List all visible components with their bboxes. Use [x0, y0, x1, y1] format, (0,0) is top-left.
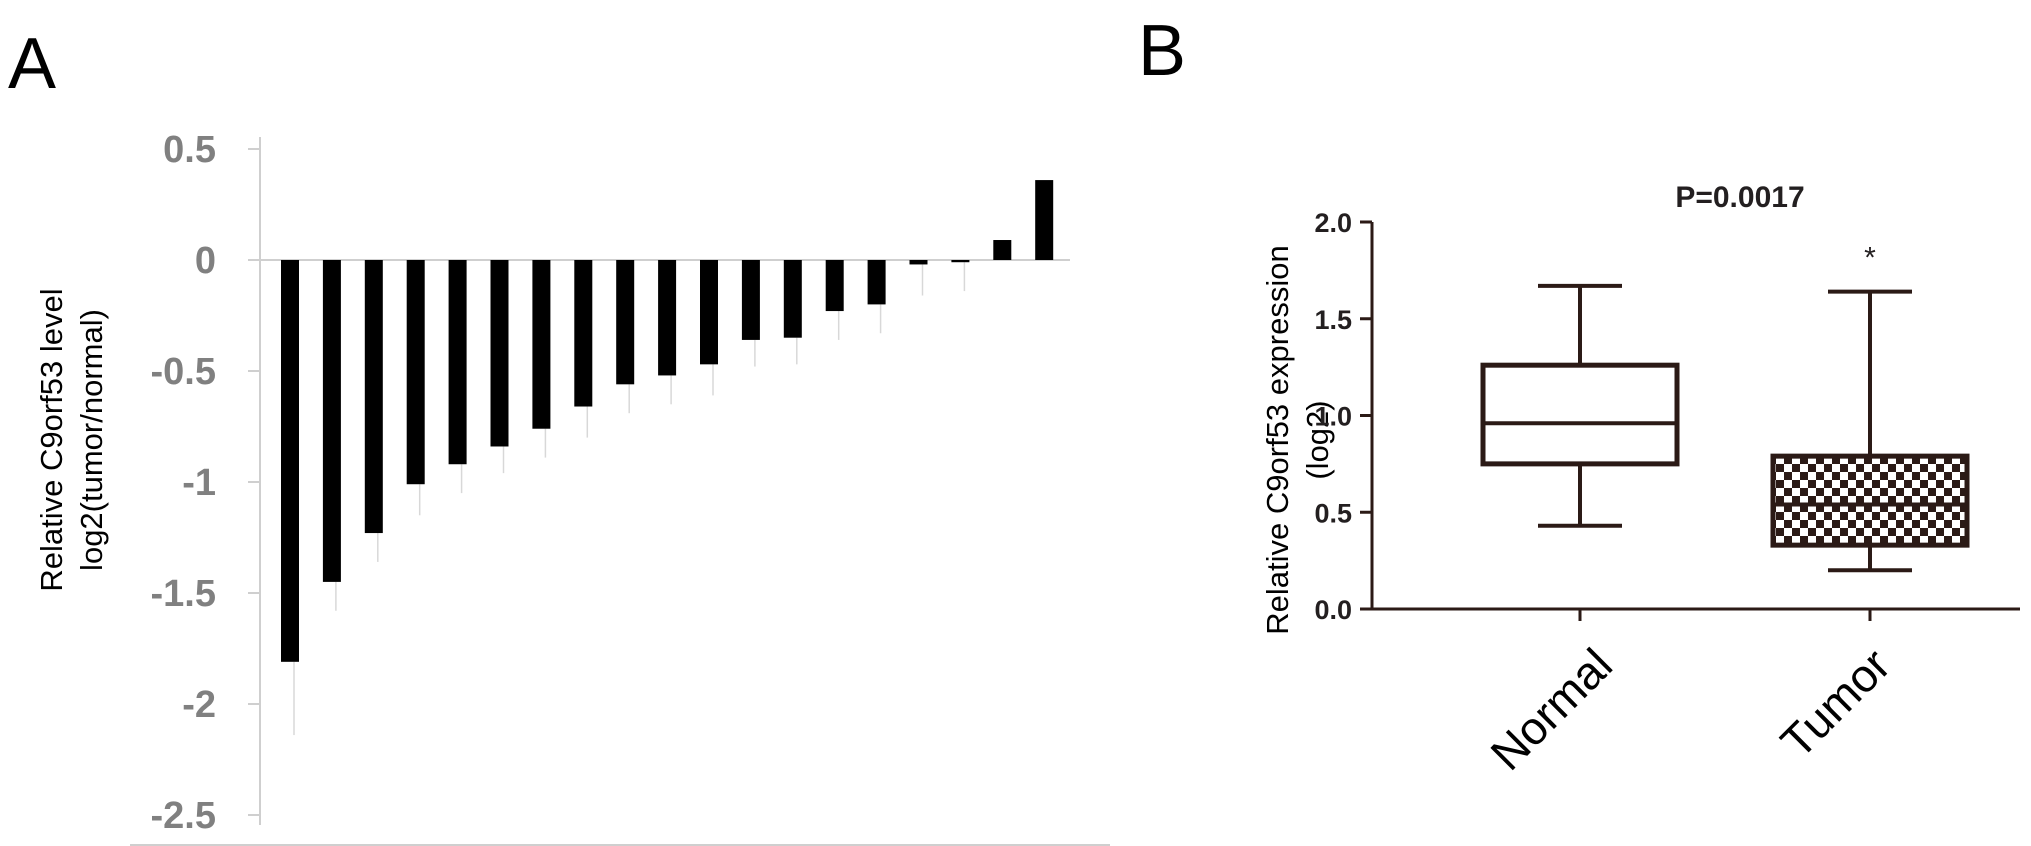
significance-marker: *: [1864, 242, 1876, 275]
panel-a-bar: [616, 260, 635, 385]
panel-a-bar: [993, 240, 1012, 260]
panel-a-bar: [490, 260, 509, 447]
panel-a-bar: [1035, 180, 1054, 260]
panel-a-bar: [574, 260, 593, 407]
panel-a-bar: [867, 260, 886, 305]
panel-a-axes: [130, 137, 1110, 846]
panel-a-bar: [448, 260, 467, 465]
panel-a-y-tick-label: -2.5: [151, 795, 216, 837]
panel-a-bar-chart: Relative C9orf53 level log2(tumor/normal)…: [34, 129, 1110, 846]
panel-a-y-tick-label: 0: [195, 240, 216, 282]
panel-a-y-tick-label: 0.5: [163, 129, 216, 171]
panel-a-y-tick-label: -0.5: [151, 351, 216, 393]
panel-a-error-bars: [293, 262, 966, 736]
panel-a-y-axis-label-line: log2(tumor/normal): [74, 309, 109, 571]
p-value-annotation: P=0.0017: [1675, 181, 1804, 214]
panel-b-x-tick-label: Tumor: [1771, 638, 1901, 768]
panel-b-y-tick-label: 2.0: [1314, 208, 1352, 238]
panel-b-y-ticks: 0.0 0.5 1.0 1.5 2.0: [1314, 208, 1372, 625]
panel-a-bar: [825, 260, 844, 312]
panel-a-y-tick-label: -1: [182, 462, 216, 504]
panel-a-y-axis-label: Relative C9orf53 level log2(tumor/normal): [34, 288, 109, 591]
panel-b-y-tick-label: 1.0: [1314, 402, 1352, 432]
panel-a-y-tick-label: -1.5: [151, 573, 216, 615]
panel-a-bar: [909, 260, 928, 265]
panel-a-bar: [951, 260, 970, 263]
panel-a-bar: [364, 260, 383, 534]
panel-b-letter: B: [1138, 11, 1186, 91]
box-normal: [1480, 283, 1680, 528]
panel-a-y-ticks: 0.5 0 -0.5 -1 -1.5 -2 -2.5: [151, 129, 260, 837]
panel-b-box-plot: Relative C9orf53 expression (log2) P=0.00…: [1260, 181, 2020, 780]
panel-a-y-tick-label: -2: [182, 684, 216, 726]
interquartile-box: [1770, 453, 1970, 548]
panel-a-y-axis-label-line: Relative C9orf53 level: [34, 288, 69, 591]
panel-a-bar: [741, 260, 760, 340]
panel-b-y-axis-label-line: (log2): [1300, 400, 1335, 479]
box-tumor: [1770, 289, 1970, 573]
panel-b-boxes: *: [1480, 242, 1970, 573]
panel-b-y-tick-label: 0.0: [1314, 595, 1352, 625]
panel-a-bar: [406, 260, 425, 485]
panel-b-y-tick-label: 0.5: [1314, 498, 1352, 528]
panel-a-bar: [532, 260, 551, 429]
panel-b-y-tick-label: 1.5: [1314, 305, 1352, 335]
panel-a-bar: [783, 260, 802, 338]
panel-a-bars: [281, 180, 1054, 662]
interquartile-box: [1480, 362, 1680, 467]
panel-a-bar: [658, 260, 677, 376]
panel-b-x-tick-labels: Normal Tumor: [1480, 638, 1900, 780]
panel-a-letter: A: [8, 24, 56, 104]
panel-a-bar: [322, 260, 341, 582]
panel-a-bar: [281, 260, 299, 662]
panel-a-bar: [700, 260, 718, 365]
panel-b-axes: [1370, 222, 2020, 621]
panel-b-x-tick-label: Normal: [1480, 638, 1622, 780]
panel-b-y-axis-label-line: Relative C9orf53 expression: [1260, 245, 1295, 634]
panel-b-y-axis-label: Relative C9orf53 expression (log2): [1260, 245, 1335, 634]
